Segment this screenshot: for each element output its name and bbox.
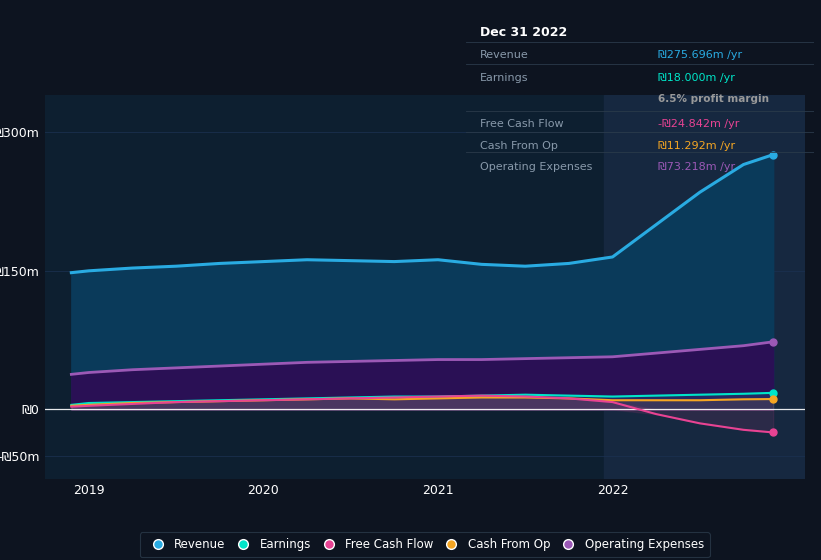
Text: Revenue: Revenue bbox=[480, 50, 529, 60]
Text: 6.5% profit margin: 6.5% profit margin bbox=[658, 94, 768, 104]
Legend: Revenue, Earnings, Free Cash Flow, Cash From Op, Operating Expenses: Revenue, Earnings, Free Cash Flow, Cash … bbox=[140, 533, 710, 557]
Text: Earnings: Earnings bbox=[480, 73, 529, 83]
Text: -₪24.842m /yr: -₪24.842m /yr bbox=[658, 119, 739, 129]
Text: ₪18.000m /yr: ₪18.000m /yr bbox=[658, 73, 735, 83]
Text: Dec 31 2022: Dec 31 2022 bbox=[480, 26, 567, 39]
Text: ₪73.218m /yr: ₪73.218m /yr bbox=[658, 162, 735, 172]
Bar bbox=[603, 95, 805, 479]
Text: ₪11.292m /yr: ₪11.292m /yr bbox=[658, 141, 735, 151]
Text: ₪275.696m /yr: ₪275.696m /yr bbox=[658, 50, 742, 60]
Text: Cash From Op: Cash From Op bbox=[480, 141, 558, 151]
Text: Operating Expenses: Operating Expenses bbox=[480, 162, 593, 172]
Text: Free Cash Flow: Free Cash Flow bbox=[480, 119, 564, 129]
